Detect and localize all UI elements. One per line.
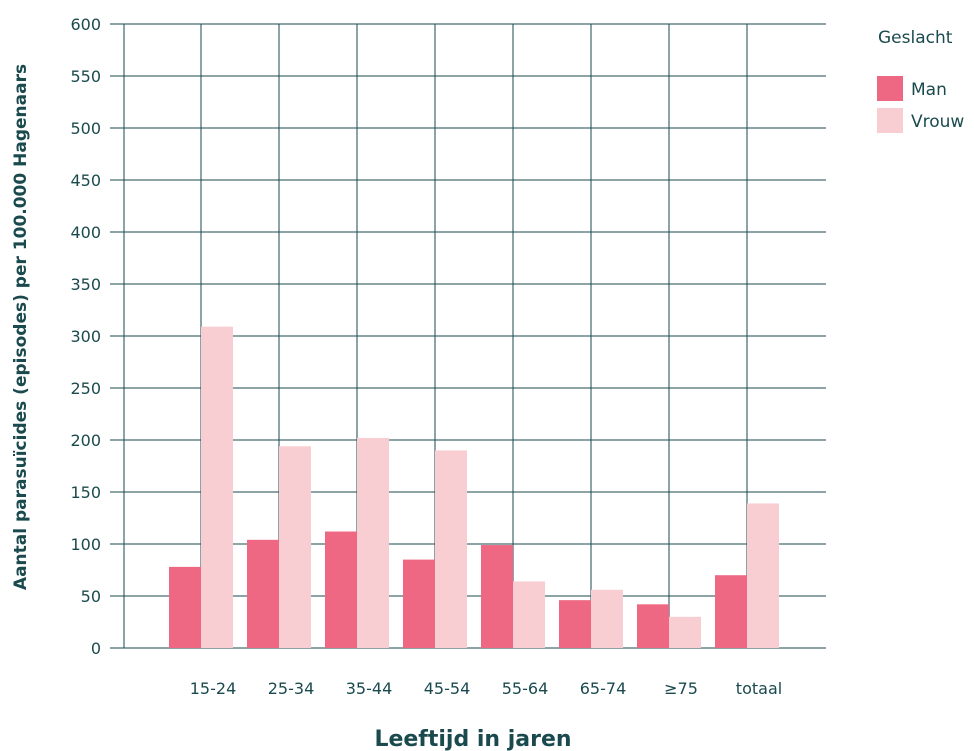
bar-vrouw-0: [201, 326, 233, 648]
y-tick-label: 0: [91, 639, 101, 658]
bar-man-5: [559, 600, 591, 648]
legend-label-man: Man: [911, 80, 947, 100]
legend-swatch-vrouw: [877, 108, 903, 133]
y-tick-labels: 0 50 100 150 200 250 300 350 400 450 500 550 600: [70, 15, 101, 658]
bar-man-6: [637, 604, 669, 648]
bar-man-2: [325, 531, 357, 648]
bars-layer: [169, 326, 779, 648]
bar-man-7: [715, 575, 747, 648]
x-tick-label: ≥75: [664, 679, 698, 698]
x-tick-label: 55-64: [502, 679, 549, 698]
x-tick-label: 35-44: [346, 679, 393, 698]
bar-vrouw-3: [435, 450, 467, 648]
y-axis-title: Aantal parasuïcides (episodes) per 100.0…: [11, 64, 31, 590]
y-tick-label: 550: [70, 67, 101, 86]
x-tick-label: 65-74: [580, 679, 627, 698]
y-tick-label: 150: [70, 483, 101, 502]
bar-vrouw-1: [279, 446, 311, 648]
legend-label-vrouw: Vrouw: [911, 112, 964, 132]
y-tick-label: 50: [81, 587, 101, 606]
y-tick-label: 250: [70, 379, 101, 398]
legend-swatch-man: [877, 76, 903, 101]
bar-vrouw-5: [591, 589, 623, 648]
y-tick-label: 500: [70, 119, 101, 138]
x-tick-label: 25-34: [268, 679, 315, 698]
y-tick-label: 200: [70, 431, 101, 450]
bar-man-4: [481, 545, 513, 648]
x-tick-label: 15-24: [190, 679, 237, 698]
bar-vrouw-2: [357, 437, 389, 648]
y-tick-label: 100: [70, 535, 101, 554]
bar-vrouw-6: [669, 616, 701, 648]
y-tick-label: 400: [70, 223, 101, 242]
bar-vrouw-4: [513, 581, 545, 648]
bar-man-0: [169, 566, 201, 648]
y-tick-label: 450: [70, 171, 101, 190]
y-tick-label: 300: [70, 327, 101, 346]
bar-vrouw-7: [747, 503, 779, 648]
legend: Geslacht Man Vrouw: [877, 28, 964, 133]
y-tick-label: 350: [70, 275, 101, 294]
bar-man-3: [403, 559, 435, 648]
bar-man-1: [247, 539, 279, 648]
x-tick-label: 45-54: [424, 679, 471, 698]
y-tick-label: 600: [70, 15, 101, 34]
legend-items: Man Vrouw: [877, 76, 964, 133]
legend-title: Geslacht: [878, 28, 953, 48]
x-axis-title: Leeftijd in jaren: [374, 727, 571, 751]
x-tick-labels: 15-24 25-34 35-44 45-54 55-64 65-74 ≥75 totaal: [190, 679, 782, 698]
x-tick-label: totaal: [736, 679, 782, 698]
